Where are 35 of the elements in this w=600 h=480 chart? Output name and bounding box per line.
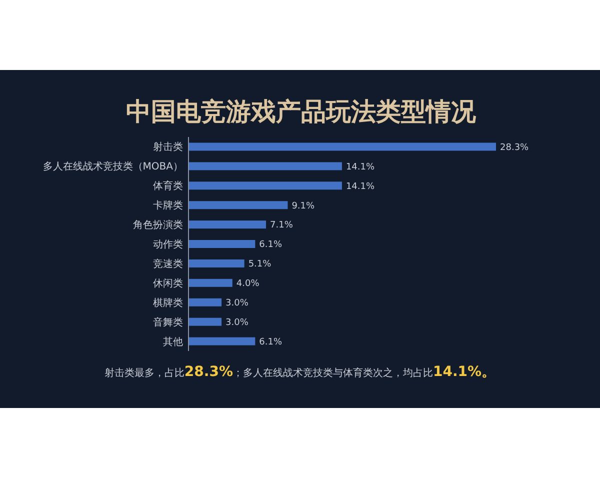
data-label: 28.3% xyxy=(500,142,530,153)
bar xyxy=(189,240,256,248)
data-label: 5.1% xyxy=(248,260,272,270)
data-label: 14.1% xyxy=(346,162,375,172)
y-tick-label: 音舞类 xyxy=(153,316,183,328)
y-tick-label: 动作类 xyxy=(153,238,183,250)
y-tick-label: 棋牌类 xyxy=(153,296,183,309)
bar xyxy=(189,162,342,170)
y-tick-label: 卡牌类 xyxy=(153,200,183,212)
data-label: 6.1% xyxy=(259,240,282,250)
bar xyxy=(189,278,232,287)
y-tick-label: 多人在线战术竞技类（MOBA） xyxy=(42,160,183,173)
bar xyxy=(189,318,222,326)
y-tick-label: 角色扮演类 xyxy=(133,219,183,232)
data-label: 6.1% xyxy=(259,337,282,348)
y-tick-label: 竞速类 xyxy=(153,258,183,270)
bar xyxy=(189,142,496,151)
bar xyxy=(189,220,266,229)
y-tick-label: 体育类 xyxy=(153,180,183,192)
bar xyxy=(189,298,222,306)
bar xyxy=(189,201,288,210)
bar xyxy=(189,337,256,346)
y-tick-label: 其他 xyxy=(163,336,183,348)
text: 射击类最多，占比28.3%；多人在线战术竞技类与体育类次之，均占比14.1%。 xyxy=(104,364,496,380)
bar xyxy=(189,259,244,268)
y-tick-label: 射击类 xyxy=(153,141,183,154)
data-label: 3.0% xyxy=(226,318,249,328)
bar xyxy=(189,182,342,190)
data-label: 3.0% xyxy=(226,298,249,309)
data-label: 9.1% xyxy=(292,201,316,212)
data-label: 14.1% xyxy=(346,182,375,192)
y-tick-label: 休闲类 xyxy=(153,277,183,290)
data-label: 7.1% xyxy=(270,220,294,231)
data-label: 4.0% xyxy=(236,279,260,290)
title: 中国电竞游戏产品玩法类型情况 xyxy=(126,97,476,126)
